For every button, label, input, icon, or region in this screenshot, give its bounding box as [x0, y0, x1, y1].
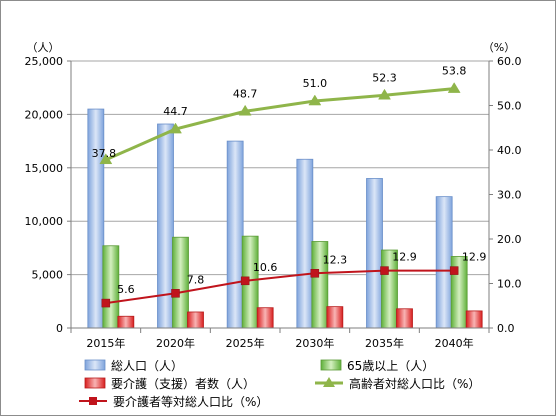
x-tick-label: 2020年 — [156, 336, 195, 350]
right-tick-label: 40.0 — [497, 144, 522, 157]
legend-care-recipients-label: 要介護（支援）者数（人） — [111, 376, 255, 391]
bar-total-population — [296, 158, 314, 329]
legend-elderly-population-label: 65歳以上（人） — [347, 359, 434, 373]
line-care-ratio — [105, 269, 455, 305]
left-axis-unit-label: （人） — [27, 41, 60, 54]
point-care-ratio — [101, 298, 111, 308]
right-tick-label: 10.0 — [497, 278, 522, 291]
x-tick-label: 2025年 — [226, 336, 265, 350]
legend-elderly-population: 65歳以上（人） — [320, 359, 434, 373]
data-label-elderly-ratio: 51.0 — [303, 77, 328, 90]
bar-care-recipients — [256, 307, 274, 329]
bar-total-population — [226, 140, 244, 329]
right-tick-label: 20.0 — [497, 233, 522, 246]
point-care-ratio — [240, 276, 250, 286]
point-care-ratio — [380, 266, 389, 275]
legend-care-recipients-swatch — [84, 377, 106, 389]
left-tick-label: 0 — [56, 322, 63, 335]
bar-total-population — [366, 178, 383, 329]
bar-total-population — [435, 196, 453, 329]
left-tick-label: 25,000 — [25, 55, 64, 68]
left-tick-label: 5,000 — [32, 269, 64, 282]
data-label-care-ratio: 5.6 — [117, 283, 135, 296]
point-care-ratio — [449, 266, 459, 275]
point-elderly-ratio — [238, 104, 252, 116]
left-tick-label: 20,000 — [25, 108, 64, 121]
data-label-elderly-ratio: 44.7 — [163, 105, 188, 118]
bar-care-recipients — [396, 308, 413, 329]
legend-elderly-ratio-label: 高齢者対総人口比（%） — [349, 376, 480, 391]
point-elderly-ratio — [99, 153, 113, 165]
bar-care-recipients — [326, 306, 344, 329]
legend-care-recipients: 要介護（支援）者数（人） — [84, 376, 255, 391]
legend-total-population: 総人口（人） — [84, 359, 183, 373]
point-elderly-ratio — [308, 94, 322, 106]
right-tick-label: 0.0 — [497, 322, 515, 335]
legend-elderly-ratio: 高齢者対総人口比（%） — [315, 376, 480, 391]
grid-layer — [71, 60, 489, 276]
data-label-care-ratio: 7.8 — [187, 273, 205, 286]
data-label-elderly-ratio: 48.7 — [233, 87, 258, 100]
right-axis-unit-label: （%） — [483, 41, 515, 54]
bar-care-recipients — [465, 310, 483, 329]
axis-layer: 0 5,000 10,000 15,000 20,000 25,000 0.0 10.0 20.… — [25, 41, 522, 350]
label-layer: 37.8 44.7 48.7 51.0 52.3 53.8 5.6 7.8 10.6 12.3 12… — [92, 65, 487, 296]
data-label-care-ratio: 12.9 — [392, 251, 417, 264]
x-tick-label: 2035年 — [365, 336, 404, 350]
legend-elderly-population-swatch — [320, 359, 342, 371]
point-elderly-ratio — [447, 82, 461, 93]
x-tick-label: 2030年 — [295, 336, 334, 350]
bar-care-recipients — [117, 315, 135, 329]
legend-elderly-ratio-marker — [323, 377, 335, 387]
data-label-elderly-ratio: 52.3 — [372, 71, 397, 84]
legend-total-population-swatch — [84, 359, 106, 371]
point-elderly-ratio — [169, 122, 182, 134]
legend-total-population-label: 総人口（人） — [111, 359, 183, 373]
right-tick-label: 50.0 — [497, 100, 522, 113]
data-label-elderly-ratio: 53.8 — [442, 65, 467, 78]
point-care-ratio — [171, 289, 180, 298]
bar-care-recipients — [187, 311, 204, 329]
bar-total-population — [87, 108, 105, 329]
point-care-ratio — [310, 269, 320, 278]
right-tick-label: 30.0 — [497, 189, 522, 202]
left-tick-label: 10,000 — [25, 215, 64, 228]
right-tick-label: 60.0 — [497, 55, 522, 68]
left-tick-label: 15,000 — [25, 162, 64, 175]
line-elderly-ratio — [105, 87, 455, 162]
legend-care-ratio: 要介護者等対総人口比（%） — [79, 394, 268, 409]
x-tick-label: 2015年 — [86, 336, 125, 350]
line-layer — [99, 82, 461, 308]
point-elderly-ratio — [378, 88, 391, 100]
data-label-care-ratio: 10.6 — [253, 261, 278, 274]
data-label-care-ratio: 12.9 — [462, 251, 487, 264]
legend-care-ratio-marker — [89, 397, 97, 405]
legend-care-ratio-label: 要介護者等対総人口比（%） — [113, 394, 268, 409]
data-label-elderly-ratio: 37.8 — [92, 147, 117, 160]
legend-layer: 総人口（人） 65歳以上（人） 要介護（支援）者数（人） 高齢者対総人口比（%） 要介護… — [79, 359, 480, 409]
bar-total-population — [157, 123, 174, 329]
x-tick-label: 2040年 — [435, 336, 474, 350]
data-label-care-ratio: 12.3 — [323, 253, 348, 266]
